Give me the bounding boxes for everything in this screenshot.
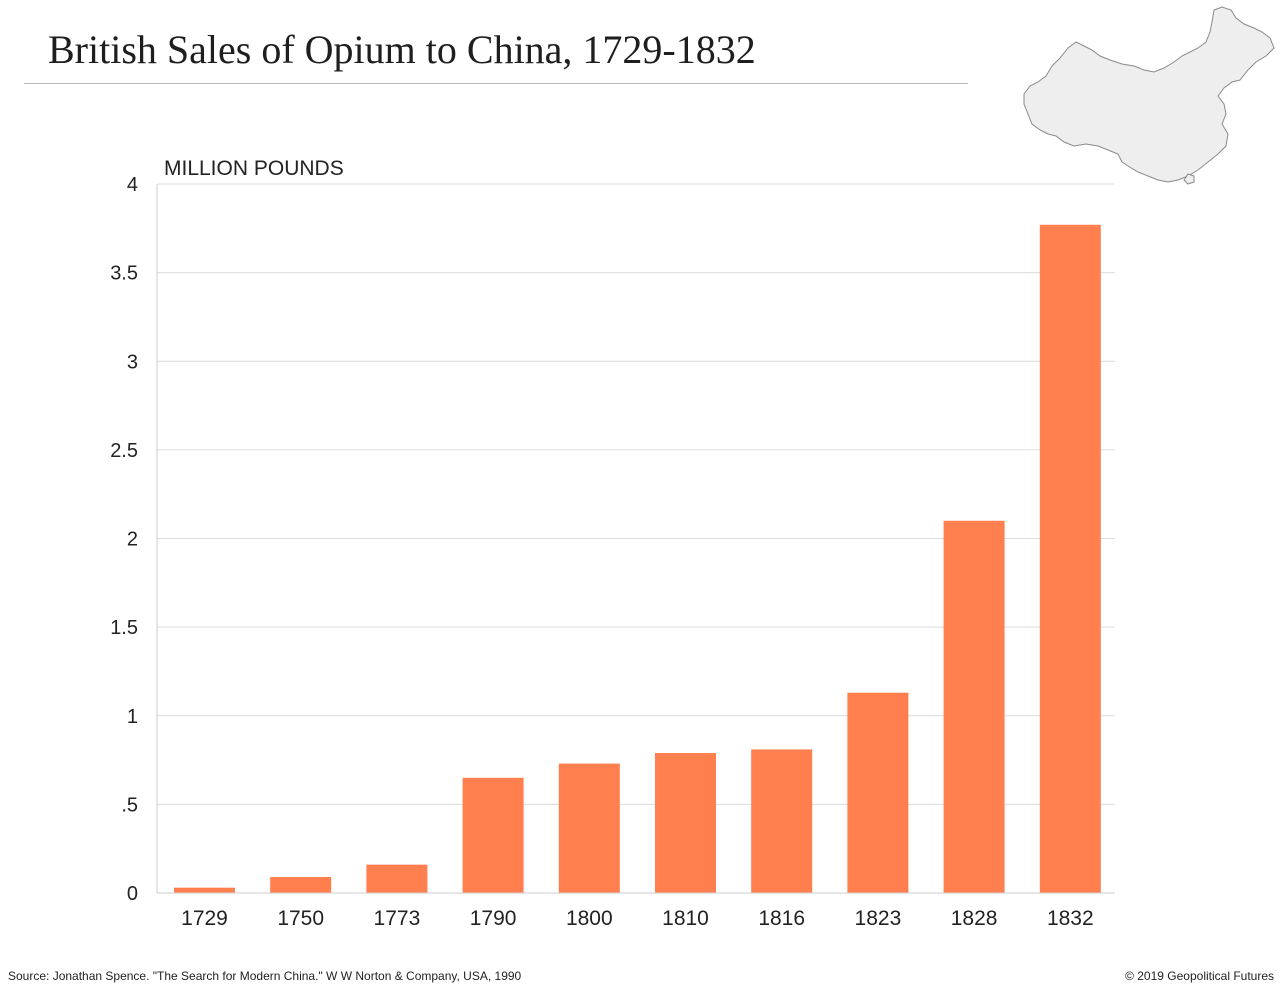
y-tick-label: 3.5 <box>110 263 138 285</box>
bar-1773 <box>366 864 428 893</box>
axes: 0 .5 1 1.5 2 2.5 3 3.5 4 1729 1750 1773 1790 1800 1810… <box>110 174 1115 930</box>
y-tick-label: 4 <box>127 174 138 196</box>
bar-1828 <box>943 520 1005 893</box>
bar-1816 <box>751 749 813 893</box>
y-axis-label: MILLION POUNDS <box>164 157 344 180</box>
bar-1810 <box>655 752 716 893</box>
y-tick-label: 1.5 <box>110 617 138 639</box>
x-tick-label: 1823 <box>855 907 902 930</box>
bars <box>174 224 1101 893</box>
bar-1750 <box>270 877 332 893</box>
y-tick-label: 1 <box>127 706 138 728</box>
china-map-icon <box>1023 6 1275 185</box>
bar-1832 <box>1039 224 1101 893</box>
copyright-note: © 2019 Geopolitical Futures <box>1125 969 1274 983</box>
x-tick-label: 1729 <box>181 907 228 930</box>
x-tick-label: 1828 <box>951 907 998 930</box>
y-tick-label: .5 <box>121 794 138 816</box>
x-tick-label: 1810 <box>662 907 709 930</box>
y-tick-label: 2.5 <box>110 440 138 462</box>
title-divider <box>24 83 968 84</box>
x-tick-label: 1750 <box>277 907 324 930</box>
y-tick-label: 3 <box>127 351 138 373</box>
source-note: Source: Jonathan Spence. "The Search for… <box>8 969 522 983</box>
x-tick-label: 1832 <box>1047 907 1094 930</box>
bar-1729 <box>174 887 235 893</box>
chart-title: British Sales of Opium to China, 1729-18… <box>48 27 756 72</box>
x-tick-label: 1790 <box>470 907 517 930</box>
y-tick-label: 0 <box>127 883 138 905</box>
bar-chart: 0 .5 1 1.5 2 2.5 3 3.5 4 1729 1750 1773 1790 1800 1810… <box>110 157 1115 930</box>
bar-1790 <box>462 777 524 893</box>
bar-1800 <box>558 763 620 893</box>
y-tick-label: 2 <box>127 529 138 551</box>
china-outline-shape <box>1023 6 1275 183</box>
x-tick-label: 1773 <box>374 907 421 930</box>
china-island-shape <box>1183 173 1195 185</box>
bar-1823 <box>847 692 909 893</box>
x-tick-label: 1816 <box>758 907 805 930</box>
x-tick-label: 1800 <box>566 907 613 930</box>
